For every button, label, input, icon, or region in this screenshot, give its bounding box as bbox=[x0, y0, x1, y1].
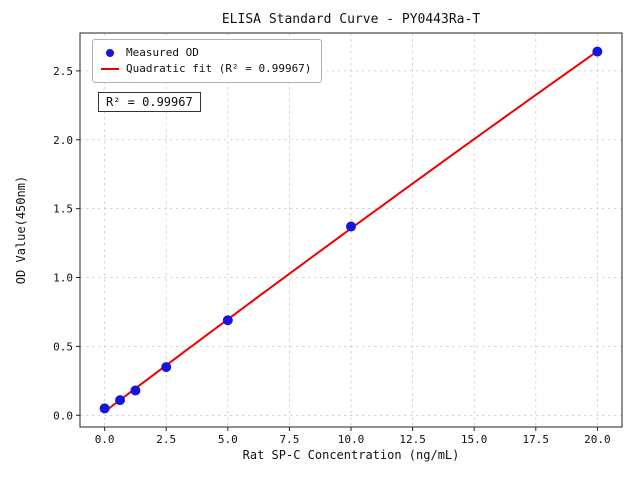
x-tick-label: 10.0 bbox=[338, 433, 365, 446]
x-tick-label: 5.0 bbox=[218, 433, 238, 446]
y-tick-label: 1.5 bbox=[53, 203, 73, 216]
legend-label-measured-od: Measured OD bbox=[126, 46, 199, 59]
x-axis-label: Rat SP-C Concentration (ng/mL) bbox=[242, 448, 460, 462]
y-tick-label: 2.0 bbox=[53, 134, 73, 147]
quadratic-fit-line-icon bbox=[101, 68, 119, 70]
data-point bbox=[115, 395, 126, 406]
x-tick-label: 20.0 bbox=[584, 433, 611, 446]
y-tick-label: 0.0 bbox=[53, 409, 73, 422]
x-tick-label: 0.0 bbox=[95, 433, 115, 446]
y-tick-label: 1.0 bbox=[53, 272, 73, 285]
y-axis-label: OD Value(450nm) bbox=[14, 175, 28, 285]
x-tick-label: 15.0 bbox=[461, 433, 488, 446]
y-tick-label: 0.5 bbox=[53, 340, 73, 353]
x-tick-label: 17.5 bbox=[523, 433, 550, 446]
x-tick-label: 2.5 bbox=[156, 433, 176, 446]
x-tick-label: 12.5 bbox=[399, 433, 426, 446]
legend-item-measured-od: Measured OD bbox=[101, 45, 311, 61]
legend-item-quadratic-fit: Quadratic fit (R² = 0.99967) bbox=[101, 61, 311, 77]
data-point bbox=[222, 315, 233, 326]
legend: Measured OD Quadratic fit (R² = 0.99967) bbox=[92, 39, 323, 83]
data-point bbox=[161, 362, 172, 373]
data-point bbox=[592, 46, 603, 57]
x-tick-label: 7.5 bbox=[279, 433, 299, 446]
data-point bbox=[346, 221, 356, 232]
chart-title: ELISA Standard Curve - PY0443Ra-T bbox=[221, 12, 481, 27]
r-squared-annotation: R² = 0.99967 bbox=[98, 92, 201, 112]
y-tick-label: 2.5 bbox=[53, 65, 73, 78]
legend-label-quadratic-fit: Quadratic fit (R² = 0.99967) bbox=[126, 62, 312, 75]
measured-od-marker-icon bbox=[106, 49, 114, 57]
data-point bbox=[99, 403, 110, 414]
data-point bbox=[130, 385, 141, 396]
